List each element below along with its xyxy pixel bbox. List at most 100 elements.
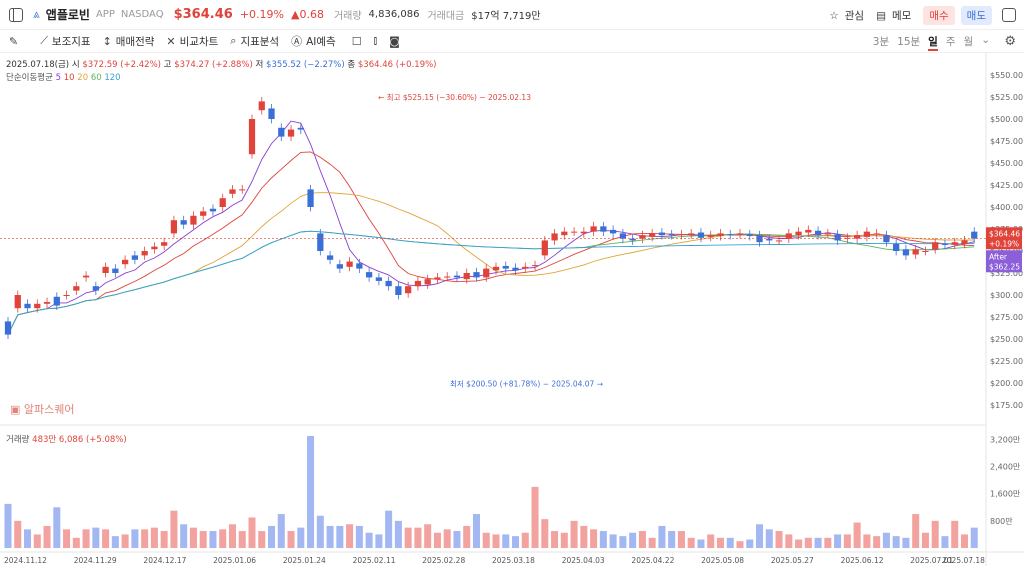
- tab-period-month[interactable]: 월: [963, 36, 974, 48]
- tool-indicators[interactable]: ⟋ 보조지표: [40, 34, 90, 49]
- volume-tick-label: 2,400만: [990, 463, 1021, 472]
- buy-button[interactable]: 매수: [923, 6, 955, 25]
- tab-period-day[interactable]: 일: [928, 34, 938, 51]
- volume-bar: [355, 525, 363, 548]
- volume-bar: [92, 527, 100, 548]
- candle-body: [161, 242, 168, 246]
- volume-bar: [219, 529, 227, 548]
- panel-toggle-icon[interactable]: [1002, 8, 1016, 22]
- tool-strategy[interactable]: ↕ 매매전략: [103, 34, 155, 49]
- tool-ai[interactable]: Ⓐ AI예측: [291, 33, 336, 49]
- x-tick-label: 2025.02.28: [422, 556, 465, 565]
- candle-body: [951, 242, 958, 245]
- volume-bar: [463, 525, 471, 548]
- volume-bar: [726, 537, 734, 548]
- candle-body: [258, 101, 265, 111]
- after-tag-label: After: [989, 252, 1008, 261]
- volume-bar: [375, 534, 383, 548]
- volume-bar: [43, 525, 51, 548]
- volume-bar: [24, 529, 32, 548]
- volume-bar: [941, 536, 949, 548]
- ma120-line: [7, 230, 975, 335]
- tab-period-week[interactable]: 주: [945, 36, 956, 48]
- volume-bar: [33, 534, 41, 548]
- open-value: $372.59 (+2.42%): [82, 60, 161, 70]
- layout-tool[interactable]: ☐: [352, 35, 362, 48]
- volume-bar: [453, 531, 461, 548]
- y-tick-label: $525.00: [990, 93, 1023, 102]
- volume-bar: [336, 525, 344, 548]
- star-icon[interactable]: ☆: [829, 9, 839, 22]
- volume-bar: [677, 531, 685, 548]
- candle-tool[interactable]: ⫾: [374, 34, 378, 48]
- volume-bar: [648, 537, 656, 548]
- x-tick-label: 2025.04.03: [562, 556, 605, 565]
- info-date: 2025.07.18(금): [6, 60, 70, 70]
- tool-analysis[interactable]: ⌕ 지표분석: [230, 34, 279, 49]
- candle-body: [814, 230, 822, 236]
- volume-bar: [560, 532, 568, 548]
- candle-body: [932, 242, 939, 250]
- memo-button[interactable]: 메모: [892, 10, 912, 22]
- price-tag-pct: +0.19%: [989, 239, 1019, 248]
- tab-period-15m[interactable]: 15분: [897, 36, 921, 48]
- watch-button[interactable]: 관심: [844, 10, 865, 22]
- candle-body: [43, 302, 51, 304]
- candle-body: [893, 243, 900, 251]
- tool-strategy-label: 매매전략: [115, 35, 155, 48]
- volume-bar: [804, 537, 812, 548]
- volume-info-value: 483만 6,086 (+5.08%): [32, 435, 127, 445]
- candle-body: [356, 263, 363, 269]
- volume-bar: [365, 532, 373, 548]
- volume-label: 거래량: [333, 11, 362, 22]
- sell-button[interactable]: 매도: [960, 6, 992, 25]
- screenshot-tool[interactable]: ◙: [389, 35, 400, 48]
- x-tick-label: 2025.01.24: [283, 556, 326, 565]
- volume-bar: [795, 539, 803, 548]
- ma10-line: [7, 151, 975, 335]
- volume-bar: [189, 527, 197, 548]
- candle-body: [531, 265, 539, 267]
- volume-bar: [228, 524, 236, 548]
- candle-body: [697, 232, 705, 238]
- volume-bar: [150, 527, 158, 548]
- tool-compare[interactable]: ✕ 비교차트: [166, 34, 218, 49]
- ma10-label: 10: [63, 73, 75, 83]
- y-tick-label: $400.00: [990, 203, 1023, 212]
- volume-bar: [882, 532, 890, 548]
- gear-icon[interactable]: ⚙: [1004, 34, 1016, 49]
- volume-bar: [512, 536, 520, 548]
- tab-period-3m[interactable]: 3분: [872, 36, 890, 48]
- x-tick-label: 2025.01.06: [213, 556, 256, 565]
- sidebar-toggle-icon[interactable]: [9, 7, 23, 22]
- y-tick-label: $325.00: [990, 269, 1023, 278]
- candle-body: [824, 233, 831, 235]
- candle-body: [317, 233, 324, 251]
- candle-body: [941, 243, 949, 245]
- volume-bar: [141, 529, 149, 548]
- volume-bar: [658, 525, 666, 548]
- memo-icon[interactable]: ▤: [876, 9, 887, 22]
- volume-bar: [53, 507, 61, 548]
- volume-bar: [775, 531, 783, 548]
- draw-tool[interactable]: ✎: [9, 35, 18, 48]
- volume-bar: [82, 529, 90, 548]
- candle-body: [190, 215, 197, 225]
- volume-bar: [111, 536, 119, 548]
- chevron-down-icon[interactable]: ⌄: [981, 34, 990, 46]
- volume-bar: [756, 524, 764, 548]
- candle-body: [24, 303, 31, 309]
- pencil-icon: ✎: [9, 34, 19, 48]
- ma5-label: 5: [55, 73, 62, 83]
- candle-body: [346, 261, 353, 267]
- volume-bar: [414, 527, 422, 548]
- header-actions: ☆ 관심 ▤ 메모 매수 매도: [829, 6, 992, 25]
- amount-value: $17억 7,719만: [471, 11, 541, 22]
- candle-body: [805, 229, 812, 233]
- candle-body: [239, 189, 246, 191]
- candle-body: [746, 234, 753, 237]
- candle-body: [248, 119, 256, 155]
- candle-body: [902, 249, 910, 256]
- volume-bar: [638, 531, 646, 548]
